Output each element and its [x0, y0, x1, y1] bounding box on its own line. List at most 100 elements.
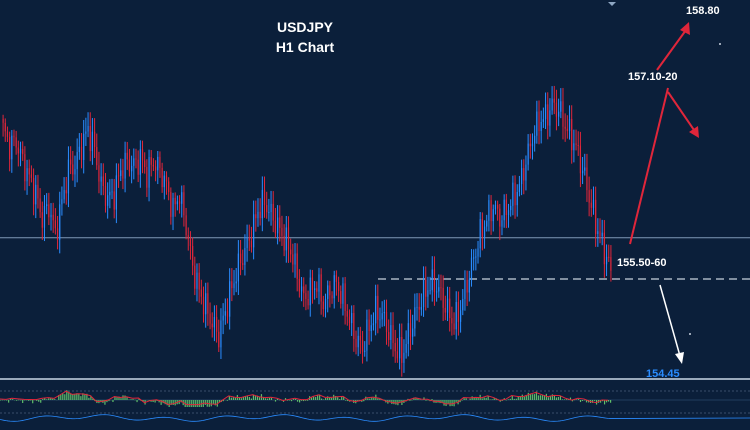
candle-bull: [109, 191, 111, 196]
oscillator-bar: [242, 396, 244, 400]
oscillator-bar: [196, 400, 198, 407]
oscillator-bar: [108, 400, 110, 402]
oscillator-bar: [90, 395, 92, 400]
candle-bull: [237, 253, 239, 282]
oscillator-bar: [399, 400, 401, 402]
candle-bull: [527, 143, 529, 165]
candle-bull: [501, 220, 503, 227]
candle-bull: [412, 328, 414, 337]
oscillator-bar: [150, 400, 152, 402]
candle-bear: [122, 170, 124, 179]
oscillator-bar: [74, 394, 76, 400]
oscillator-bar: [357, 400, 359, 401]
oscillator-bar: [325, 397, 327, 400]
candle-bull: [327, 285, 329, 299]
oscillator-bar: [142, 400, 144, 402]
candle-bear: [189, 239, 192, 246]
oscillator-bar: [32, 400, 34, 404]
candle-bear: [335, 275, 338, 282]
oscillator-bar: [218, 400, 220, 403]
candle-bull: [558, 111, 560, 117]
oscillator-bar: [331, 397, 333, 400]
candle-bear: [396, 351, 399, 359]
oscillator-bar: [551, 394, 554, 400]
candle-bear: [113, 191, 115, 210]
oscillator-bar: [493, 398, 495, 400]
candle-bear: [562, 101, 564, 127]
oscillator-bar: [228, 396, 230, 400]
oscillator-bar: [511, 395, 513, 400]
oscillator-bar: [413, 397, 415, 400]
arrow-to-158-80-line: [656, 29, 687, 71]
candle-bull: [176, 201, 178, 205]
oscillator-bar: [599, 400, 602, 403]
oscillator-bar: [198, 400, 200, 407]
candle-bear: [451, 318, 453, 324]
candle-bear: [194, 265, 196, 289]
candle-bear: [266, 205, 268, 213]
candle-bull: [26, 168, 28, 182]
candle-bear: [588, 190, 590, 203]
oscillator-bar: [136, 400, 138, 403]
oscillator-bar: [214, 400, 216, 406]
candle-bull: [270, 203, 272, 213]
oscillator-bar: [419, 399, 421, 401]
candle-bear: [161, 167, 163, 188]
oscillator-bar: [68, 391, 70, 400]
oscillator-bar: [327, 396, 329, 400]
oscillator-bar: [128, 399, 130, 400]
candle-bear: [595, 199, 597, 234]
oscillator-bar: [252, 394, 255, 400]
oscillator-bar: [537, 395, 539, 400]
candle-bear: [353, 313, 355, 339]
candle-bear: [555, 102, 558, 117]
candle-bull: [455, 302, 457, 330]
oscillator-bar: [525, 394, 527, 400]
candle-bull: [300, 286, 303, 292]
oscillator-bar: [76, 393, 78, 400]
candle-bear: [401, 336, 403, 363]
oscillator-bar: [160, 400, 162, 405]
oscillator-bar: [451, 400, 453, 407]
candle-bear: [135, 158, 137, 160]
candle-bull: [549, 110, 551, 126]
candle-bull: [459, 310, 462, 322]
oscillator-bar: [543, 395, 545, 400]
oscillator-bar: [36, 400, 38, 401]
candle-bull: [525, 164, 527, 181]
oscillator-bar: [28, 400, 30, 401]
oscillator-bar: [371, 397, 373, 400]
candle-bull: [601, 232, 603, 237]
candle-bear: [571, 118, 573, 151]
candle-bull: [475, 256, 477, 258]
oscillator-bar: [48, 398, 50, 400]
oscillator-bar: [114, 396, 116, 400]
oscillator-bar: [563, 399, 566, 400]
oscillator-bar: [6, 400, 8, 401]
candle-bear: [361, 340, 364, 352]
candle-bull: [133, 158, 135, 166]
oscillator-bar: [170, 400, 172, 405]
candle-bull: [405, 343, 407, 353]
candle-bear: [603, 232, 605, 265]
candle-bull: [35, 184, 37, 205]
oscillator-bar: [12, 399, 14, 400]
oscillator-bar: [244, 396, 246, 400]
candle-bear: [355, 338, 357, 348]
candle-bear: [56, 228, 59, 240]
candle-bull: [470, 257, 473, 280]
candle-bear: [599, 231, 601, 237]
oscillator-bar: [519, 396, 521, 400]
candle-bear: [183, 192, 185, 216]
oscillator-bar: [463, 398, 465, 400]
oscillator-bar: [52, 398, 54, 400]
oscillator-bar: [204, 400, 206, 405]
candle-bear: [126, 152, 128, 160]
candle-bull: [516, 191, 518, 206]
oscillator-bar: [256, 395, 259, 400]
candle-bull: [318, 274, 320, 292]
oscillator-bar: [72, 394, 74, 400]
oscillator-bar: [222, 400, 224, 402]
oscillator-bar: [501, 400, 503, 401]
